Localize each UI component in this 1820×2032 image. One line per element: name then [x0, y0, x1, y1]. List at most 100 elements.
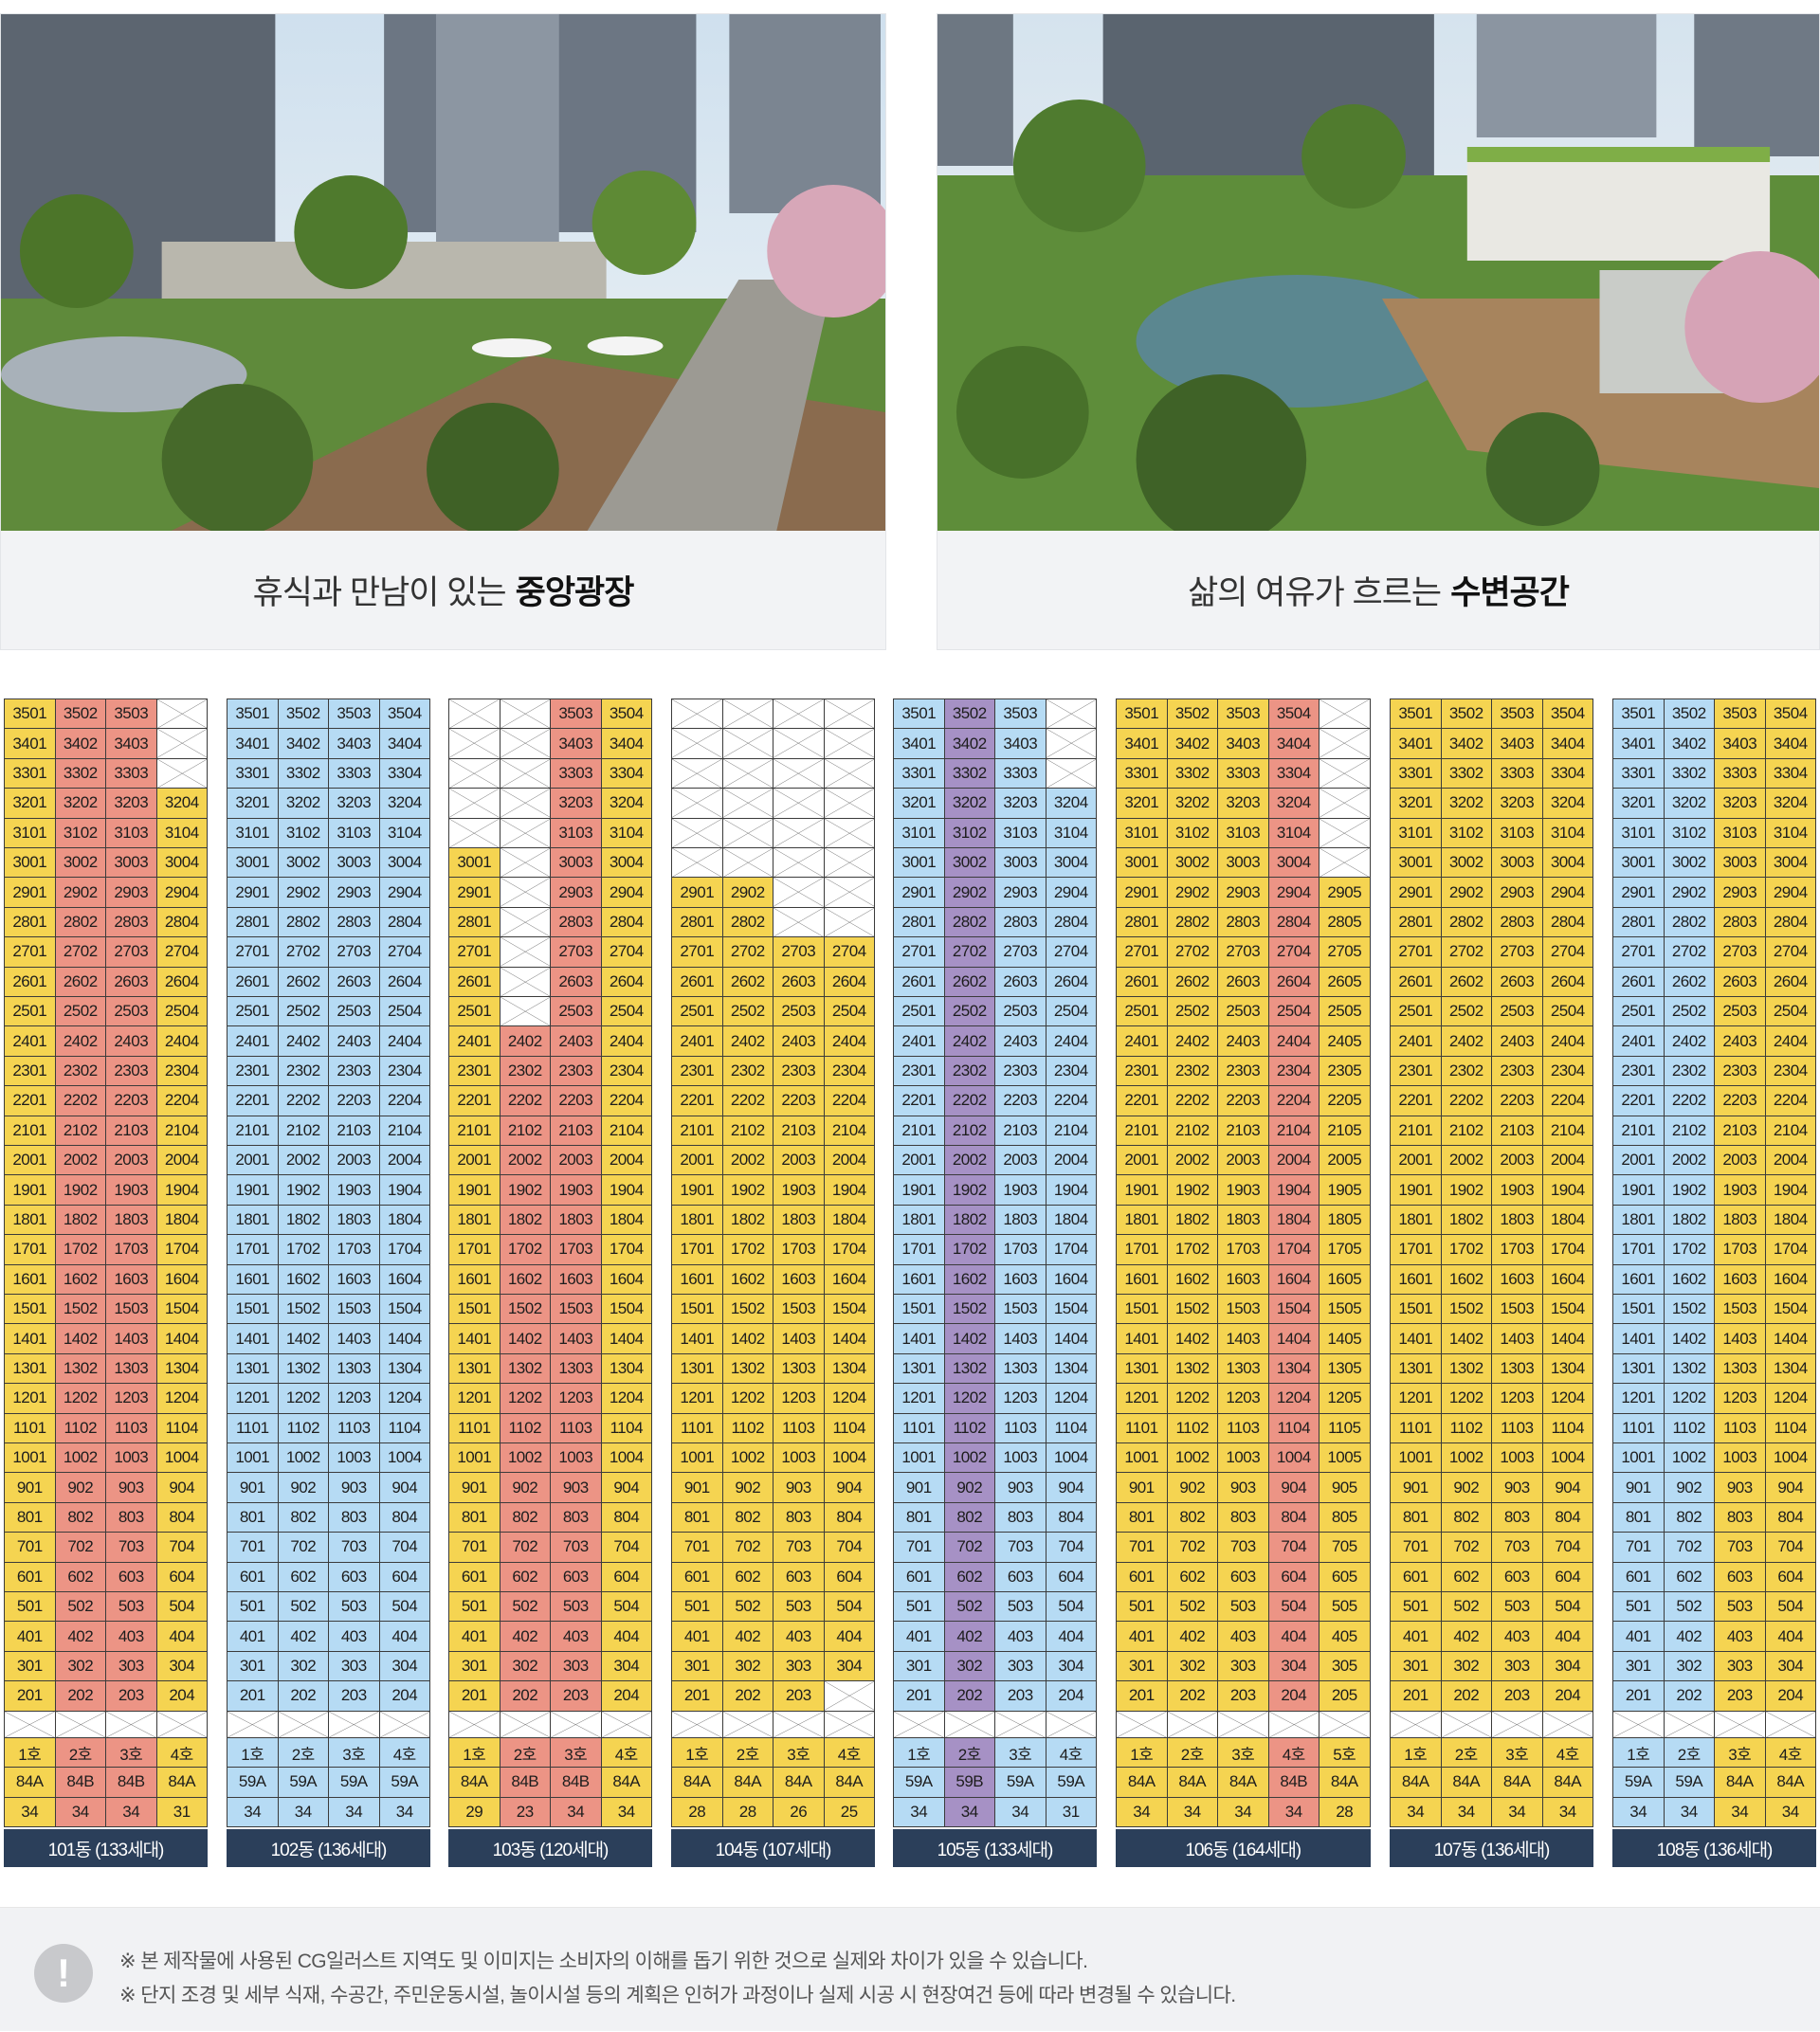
- unit-cell: 2403: [1491, 1025, 1543, 1057]
- unit-cell: 205: [1319, 1680, 1371, 1712]
- unit-cell: 1504: [1764, 1294, 1816, 1325]
- unit-cell: 202: [277, 1680, 329, 1712]
- unit-cell: 404: [378, 1621, 430, 1652]
- unit-cell: 1702: [54, 1234, 106, 1265]
- unit-cell: 1903: [105, 1174, 157, 1206]
- unit-cell: 2904: [1267, 877, 1320, 908]
- unit-cell: 1103: [1714, 1412, 1766, 1443]
- unit-cell: 1404: [1764, 1323, 1816, 1354]
- unit-cell: 201: [227, 1680, 279, 1712]
- unit-cell: 2401: [227, 1025, 279, 1057]
- unit-cell: 605: [1319, 1561, 1371, 1592]
- unit-cell: 601: [4, 1561, 56, 1592]
- unit-cell: 1203: [550, 1383, 602, 1414]
- unit-cell: 3502: [277, 698, 329, 730]
- unit-cell: 3203: [550, 788, 602, 819]
- unit-cell: 1502: [1440, 1294, 1492, 1325]
- ho-label-cell: 2호: [277, 1736, 329, 1769]
- unit-cell: 3402: [277, 728, 329, 759]
- unit-cell: 304: [1045, 1650, 1097, 1682]
- unit-cell: 1303: [994, 1352, 1046, 1385]
- unit-cell: 2303: [550, 1055, 602, 1087]
- unit-cell: 203: [105, 1680, 157, 1712]
- unit-cell: 1002: [499, 1442, 551, 1474]
- unit-cell: 402: [943, 1621, 995, 1652]
- unit-cell: 1204: [1541, 1383, 1593, 1414]
- unit-cell: 2303: [994, 1055, 1046, 1087]
- unit-cell: 1802: [54, 1204, 106, 1236]
- unit-cell: 701: [448, 1532, 500, 1563]
- unit-cell: 901: [448, 1472, 500, 1503]
- unit-type-cell: 84A: [600, 1767, 652, 1798]
- unit-cell: 2004: [1541, 1145, 1593, 1176]
- ho-label-cell: 1호: [448, 1736, 500, 1769]
- unit-cell: 2503: [328, 996, 380, 1027]
- empty-unit-cell: [499, 847, 551, 879]
- unit-cell: 704: [823, 1532, 875, 1563]
- unit-cell: 2902: [277, 877, 329, 908]
- unit-cell: 1602: [277, 1263, 329, 1295]
- ho-label-cell: 3호: [773, 1736, 825, 1769]
- unit-cell: 2603: [773, 966, 825, 997]
- unit-cell: 203: [1217, 1680, 1269, 1712]
- unit-cell: 2503: [773, 996, 825, 1027]
- unit-cell: 1901: [893, 1174, 945, 1206]
- unit-cell: 2903: [1217, 877, 1269, 908]
- unit-cell: 2702: [54, 936, 106, 968]
- unit-cell: 2305: [1319, 1055, 1371, 1087]
- unit-cell: 702: [1166, 1532, 1218, 1563]
- unit-cell: 2403: [328, 1025, 380, 1057]
- unit-cell: 1304: [1541, 1352, 1593, 1385]
- unit-cell: 304: [1541, 1650, 1593, 1682]
- unit-cell: 3102: [54, 817, 106, 848]
- unit-cell: 803: [550, 1501, 602, 1533]
- pilotis-cell: [943, 1710, 995, 1738]
- unit-cell: 3101: [4, 817, 56, 848]
- unit-cell: 1103: [105, 1412, 157, 1443]
- empty-unit-cell: [671, 728, 723, 759]
- unit-cell: 1801: [1612, 1204, 1665, 1236]
- unit-cell: 2804: [1045, 906, 1097, 938]
- unit-cell: 201: [671, 1680, 723, 1712]
- unit-cell: 801: [1116, 1501, 1168, 1533]
- unit-cell: 1604: [823, 1263, 875, 1295]
- unit-cell: 1001: [227, 1442, 279, 1474]
- unit-cell: 502: [943, 1591, 995, 1623]
- empty-unit-cell: [721, 728, 774, 759]
- unit-cell: 1903: [1217, 1174, 1269, 1206]
- unit-cell: 2304: [1541, 1055, 1593, 1087]
- unit-cell: 1902: [277, 1174, 329, 1206]
- unit-type-cell: 84B: [54, 1767, 106, 1798]
- unit-cell: 2001: [1116, 1145, 1168, 1176]
- unit-cell: 2801: [1116, 906, 1168, 938]
- empty-unit-cell: [721, 847, 774, 879]
- unit-cell: 2803: [1491, 906, 1543, 938]
- unit-cell: 604: [1045, 1561, 1097, 1592]
- unit-cell: 1504: [1541, 1294, 1593, 1325]
- unit-cell: 202: [943, 1680, 995, 1712]
- unit-cell: 2502: [1440, 996, 1492, 1027]
- unit-cell: 501: [4, 1591, 56, 1623]
- unit-cell: 3303: [994, 757, 1046, 789]
- unit-cell: 1204: [1764, 1383, 1816, 1414]
- unit-cell: 404: [1541, 1621, 1593, 1652]
- unit-cell: 1004: [155, 1442, 208, 1474]
- unit-cell: 302: [721, 1650, 774, 1682]
- unit-cell: 1901: [671, 1174, 723, 1206]
- unit-cell: 3202: [54, 788, 106, 819]
- unit-cell: 2002: [1663, 1145, 1715, 1176]
- unit-cell: 1702: [943, 1234, 995, 1265]
- unit-cell: 1601: [1390, 1263, 1442, 1295]
- unit-cell: 1604: [1045, 1263, 1097, 1295]
- unit-cell: 2402: [943, 1025, 995, 1057]
- unit-cell: 1804: [823, 1204, 875, 1236]
- unit-cell: 503: [773, 1591, 825, 1623]
- ho-label-cell: 4호: [600, 1736, 652, 1769]
- unit-cell: 2201: [448, 1085, 500, 1116]
- unit-cell: 2401: [4, 1025, 56, 1057]
- unit-cell: 804: [600, 1501, 652, 1533]
- unit-cell: 201: [1390, 1680, 1442, 1712]
- unit-cell: 501: [227, 1591, 279, 1623]
- pilotis-cell: [823, 1710, 875, 1738]
- unit-cell: 1503: [1714, 1294, 1766, 1325]
